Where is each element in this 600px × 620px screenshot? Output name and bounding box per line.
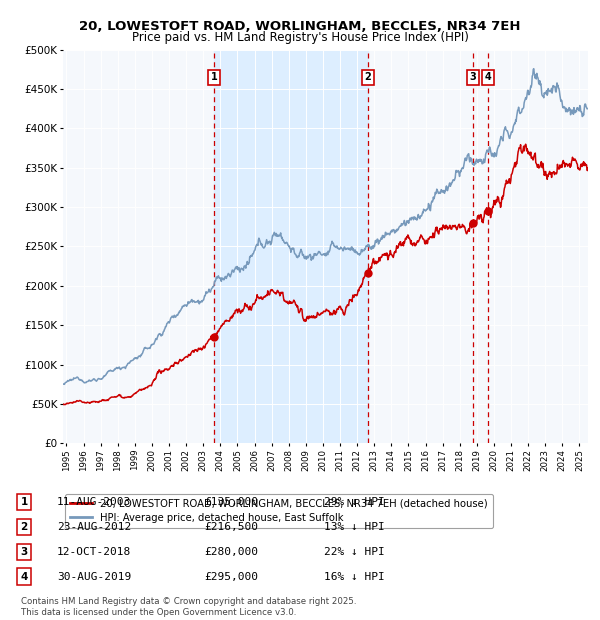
Text: 1: 1 — [20, 497, 28, 507]
Text: Contains HM Land Registry data © Crown copyright and database right 2025.
This d: Contains HM Land Registry data © Crown c… — [21, 598, 356, 617]
Text: 30-AUG-2019: 30-AUG-2019 — [57, 572, 131, 582]
Text: 4: 4 — [485, 72, 491, 82]
Text: 11-AUG-2003: 11-AUG-2003 — [57, 497, 131, 507]
Text: £135,000: £135,000 — [204, 497, 258, 507]
Legend: 20, LOWESTOFT ROAD, WORLINGHAM, BECCLES, NR34 7EH (detached house), HPI: Average: 20, LOWESTOFT ROAD, WORLINGHAM, BECCLES,… — [65, 494, 493, 528]
Text: £216,500: £216,500 — [204, 522, 258, 532]
Text: 13% ↓ HPI: 13% ↓ HPI — [324, 522, 385, 532]
Text: 2: 2 — [20, 522, 28, 532]
Text: £295,000: £295,000 — [204, 572, 258, 582]
Text: 4: 4 — [20, 572, 28, 582]
Text: 3: 3 — [470, 72, 476, 82]
Text: 1: 1 — [211, 72, 217, 82]
Text: Price paid vs. HM Land Registry's House Price Index (HPI): Price paid vs. HM Land Registry's House … — [131, 31, 469, 44]
Text: 2: 2 — [365, 72, 371, 82]
Text: 12-OCT-2018: 12-OCT-2018 — [57, 547, 131, 557]
Text: 22% ↓ HPI: 22% ↓ HPI — [324, 547, 385, 557]
Text: 29% ↓ HPI: 29% ↓ HPI — [324, 497, 385, 507]
Text: 3: 3 — [20, 547, 28, 557]
Text: 23-AUG-2012: 23-AUG-2012 — [57, 522, 131, 532]
Text: £280,000: £280,000 — [204, 547, 258, 557]
Text: 20, LOWESTOFT ROAD, WORLINGHAM, BECCLES, NR34 7EH: 20, LOWESTOFT ROAD, WORLINGHAM, BECCLES,… — [79, 20, 521, 33]
Bar — [214, 50, 368, 443]
Text: 16% ↓ HPI: 16% ↓ HPI — [324, 572, 385, 582]
